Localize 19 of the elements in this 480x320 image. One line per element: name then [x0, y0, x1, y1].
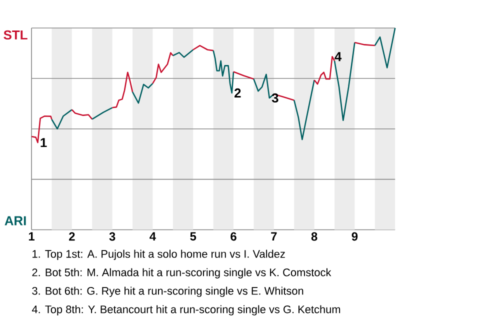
text: 2. Bot 5th: M. Almada hit a run-scoring single vs K. Comstock	[32, 268, 332, 279]
x-tick-label: 8	[311, 232, 318, 241]
text: 4. Top 8th: Y. Betancourt hit a run-scoring single vs G. Ketchum	[32, 305, 340, 316]
text: STL	[4, 30, 28, 40]
x-tick-label: 4	[150, 232, 156, 241]
text: 3. Bot 6th: G. Rye hit a run-scoring single vs E. Whitson	[32, 286, 304, 298]
x-tick-label: 6	[230, 232, 236, 241]
annotation: 1	[40, 138, 47, 148]
text: ARI	[4, 216, 26, 226]
x-tick-label: 1	[28, 232, 35, 241]
x-tick-label: 9	[352, 232, 358, 241]
annotation: 2	[234, 88, 241, 98]
annotation: 4	[334, 52, 342, 62]
x-tick-label: 2	[69, 232, 75, 241]
text: 1. Top 1st: A. Pujols hit a solo home run vs I. Valdez	[32, 250, 285, 260]
annotation: 3	[272, 94, 278, 103]
x-tick-label: 7	[271, 232, 277, 241]
x-tick-label: 3	[109, 232, 116, 241]
x-tick-label: 5	[190, 232, 196, 241]
